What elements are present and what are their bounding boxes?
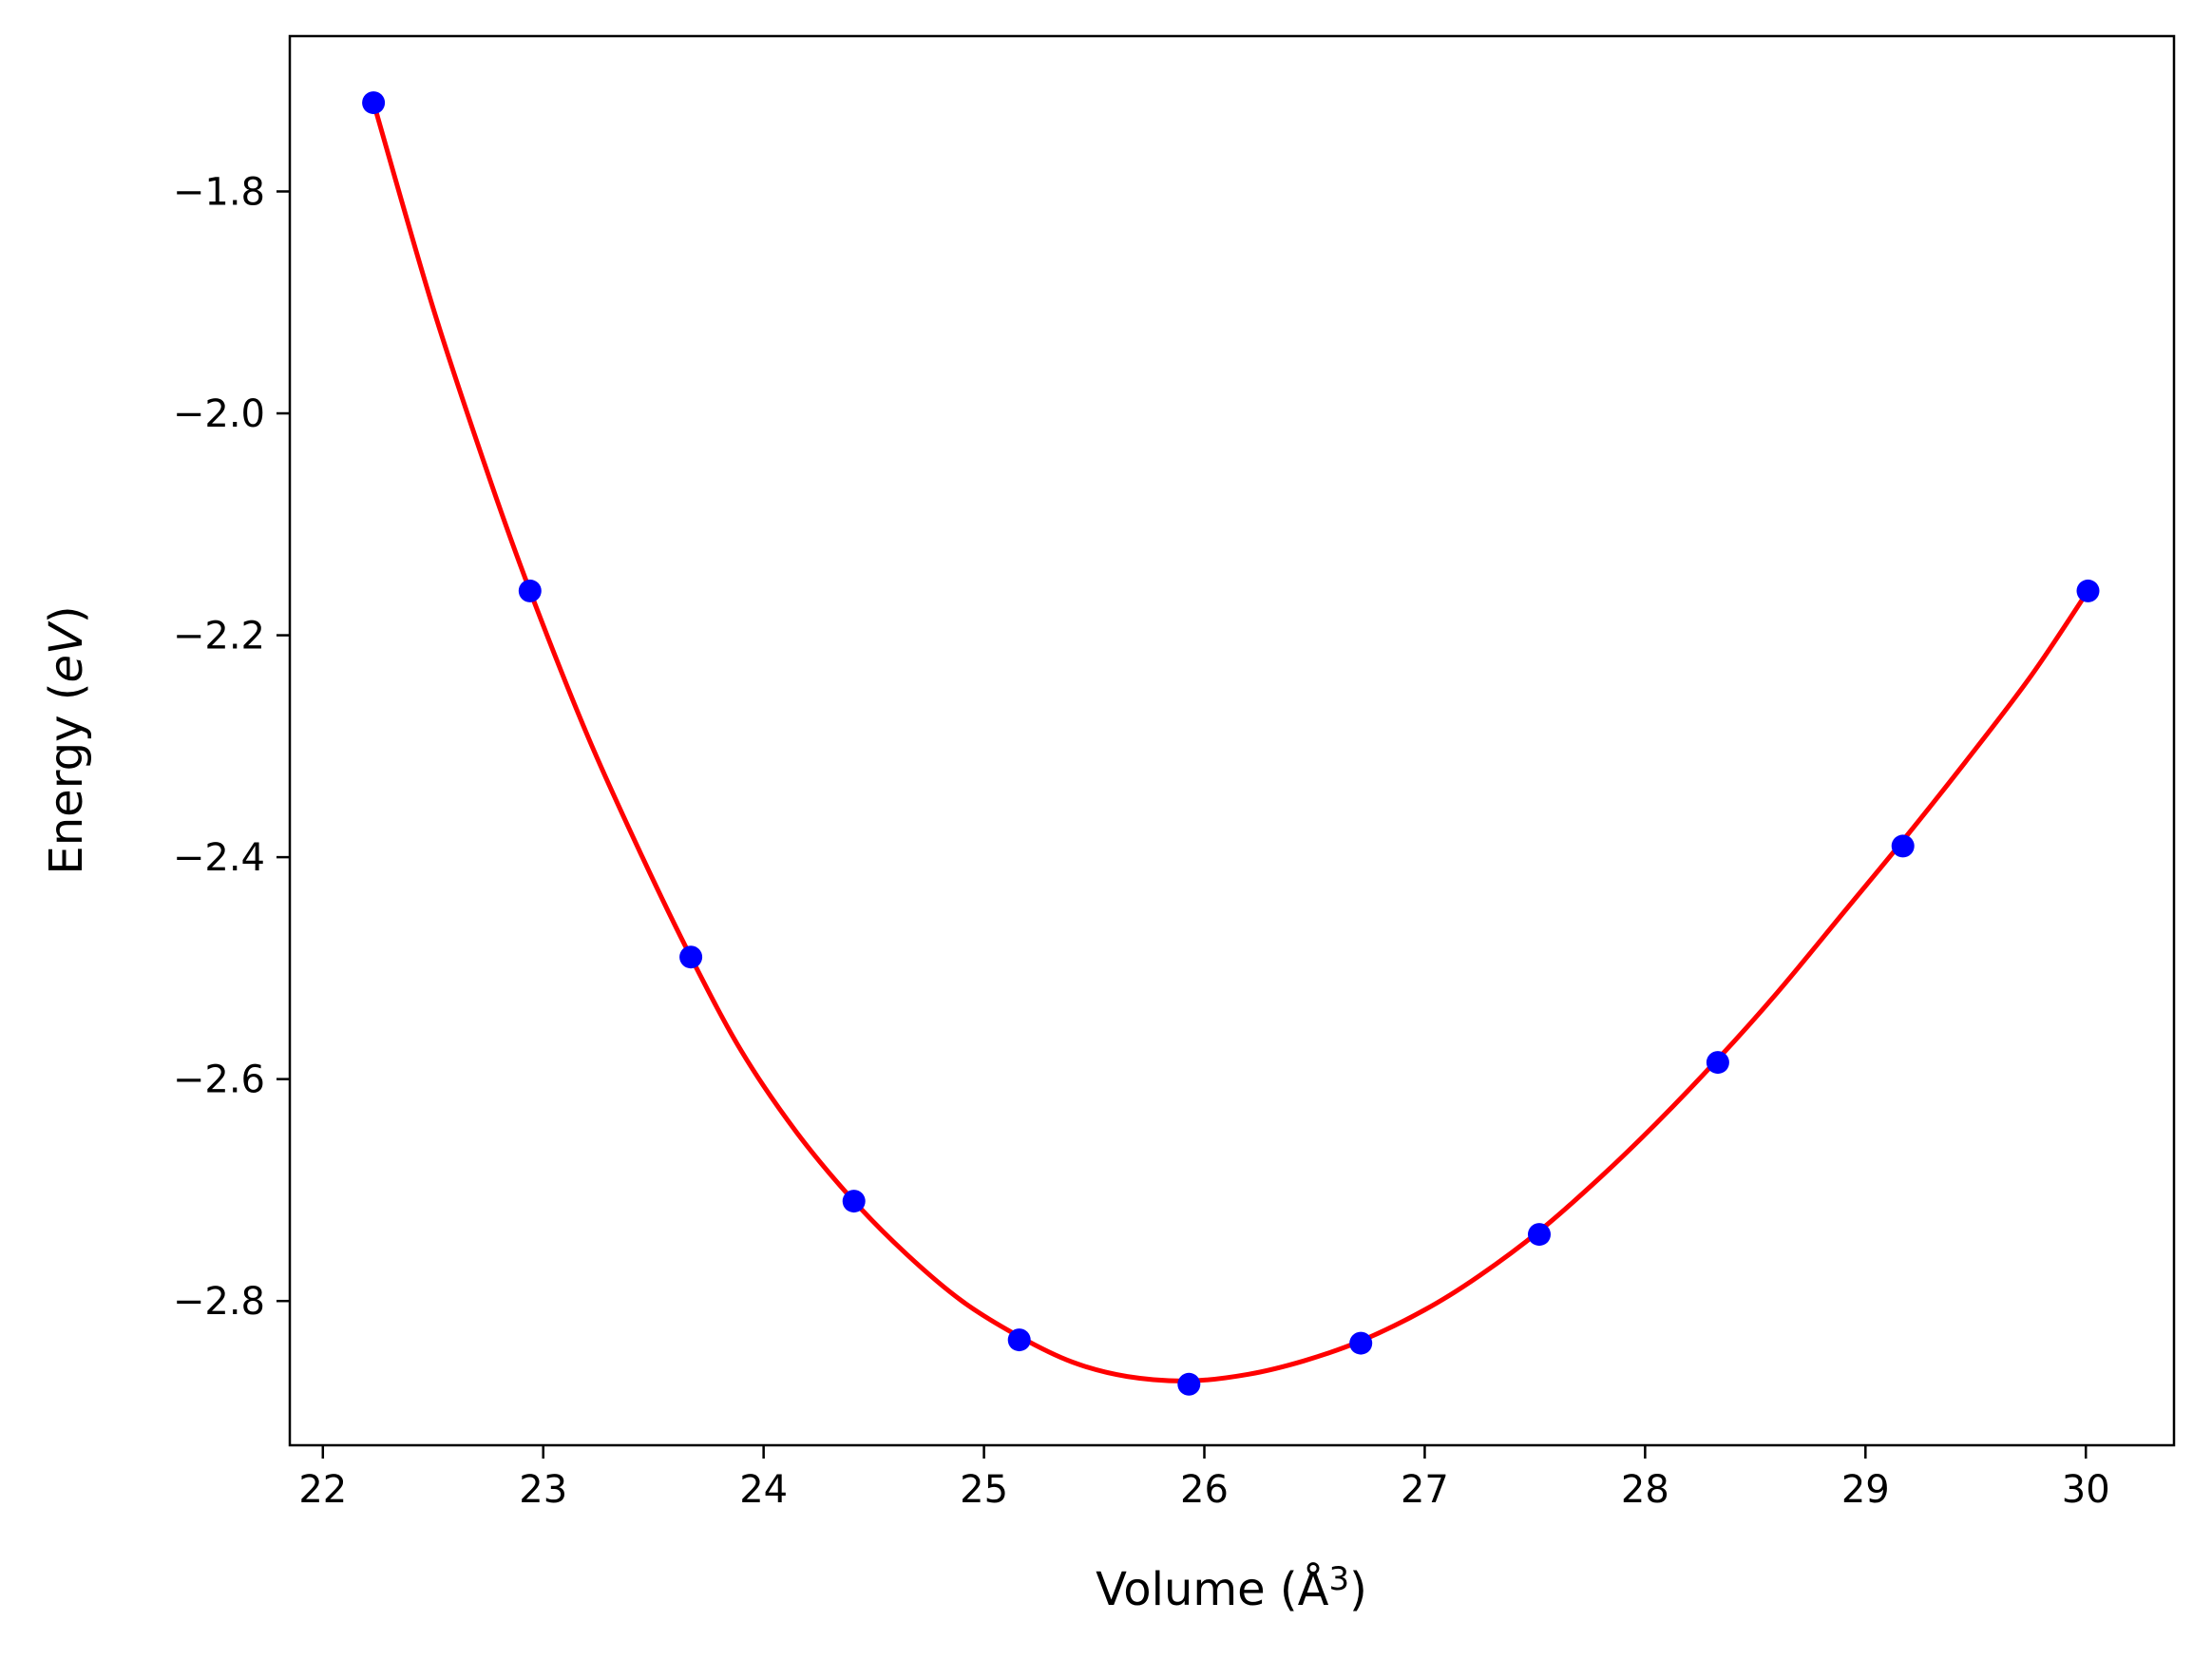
data-point xyxy=(679,945,703,969)
y-tick-label: −2.6 xyxy=(173,1059,265,1102)
y-tick-label: −2.4 xyxy=(173,836,265,880)
x-tick-label: 23 xyxy=(519,1468,567,1512)
fit-curve-line xyxy=(371,102,2090,1383)
y-tick-label: −2.0 xyxy=(173,392,265,436)
y-tick-label: −2.2 xyxy=(173,615,265,658)
y-axis: −1.8 −2.0 −2.2 −2.4 −2.6 −2.8 xyxy=(173,170,290,1324)
y-axis-label-close: ) xyxy=(40,605,93,623)
y-tick-label: −1.8 xyxy=(173,170,265,214)
data-point xyxy=(1528,1223,1551,1247)
x-tick-label: 25 xyxy=(960,1468,1008,1512)
x-tick-label: 27 xyxy=(1401,1468,1449,1512)
data-point xyxy=(518,579,542,602)
x-axis-label-text: Volume (Å xyxy=(1096,1562,1329,1616)
data-point xyxy=(362,91,386,115)
x-tick-label: 29 xyxy=(1841,1468,1890,1512)
axes-frame xyxy=(288,34,2176,1447)
data-point xyxy=(1891,834,1915,858)
x-tick-label: 22 xyxy=(298,1468,347,1512)
y-axis-label-unit: eV xyxy=(40,620,93,683)
x-tick-label: 30 xyxy=(2062,1468,2110,1512)
y-axis-label-text: Energy ( xyxy=(40,683,93,875)
data-point xyxy=(1349,1331,1373,1355)
x-axis: 22 23 24 25 26 27 28 29 30 xyxy=(298,1445,2110,1512)
plot-area xyxy=(362,91,2100,1396)
data-point xyxy=(842,1190,866,1213)
x-axis-label-superscript: 3 xyxy=(1328,1560,1349,1598)
data-point xyxy=(1177,1372,1201,1396)
x-tick-label: 24 xyxy=(739,1468,788,1512)
data-point xyxy=(1007,1328,1031,1352)
x-tick-label: 28 xyxy=(1621,1468,1669,1512)
y-axis-label: Energy (eV) xyxy=(40,605,93,874)
y-tick-label: −2.8 xyxy=(173,1280,265,1324)
x-tick-label: 26 xyxy=(1180,1468,1229,1512)
data-point xyxy=(2076,579,2100,602)
x-axis-label-close: ) xyxy=(1349,1563,1367,1616)
data-point xyxy=(1706,1051,1729,1075)
x-axis-label: Volume (Å3) xyxy=(1096,1560,1367,1616)
